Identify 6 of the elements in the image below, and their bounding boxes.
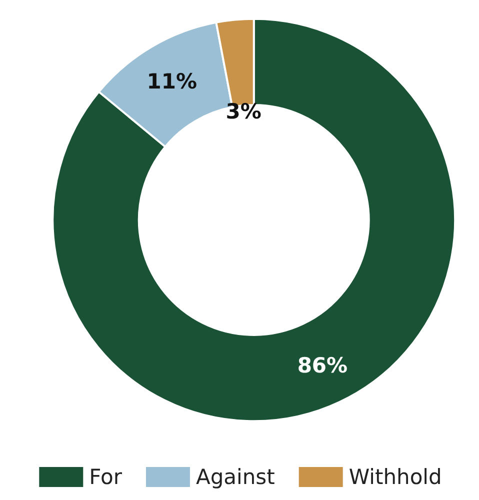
legend-label: For bbox=[89, 465, 122, 489]
legend-label: Withhold bbox=[348, 465, 442, 489]
data-label: 3% bbox=[226, 99, 262, 124]
data-label: 86% bbox=[297, 354, 348, 378]
legend-label: Against bbox=[196, 465, 275, 489]
data-label: 11% bbox=[146, 69, 198, 94]
